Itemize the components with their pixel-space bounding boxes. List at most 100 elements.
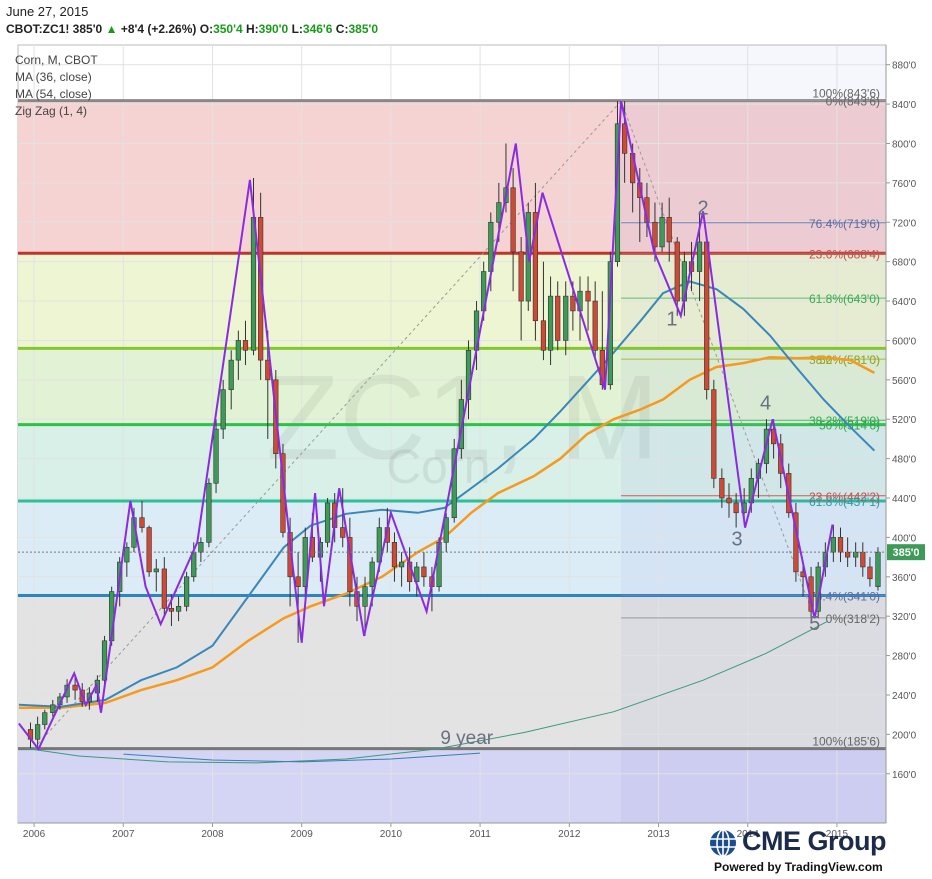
wave-label: 4 xyxy=(760,392,771,414)
candle-body xyxy=(391,542,398,568)
high-label: H: xyxy=(245,22,259,36)
candle-body xyxy=(532,212,539,322)
y-tick-label: 480'0 xyxy=(892,455,917,466)
x-tick-label: 2014 xyxy=(737,829,760,840)
candle-body xyxy=(206,482,212,543)
candle-body xyxy=(198,542,204,553)
fib-arc-main xyxy=(25,620,829,764)
fib-band-below xyxy=(18,748,886,823)
y-tick-label: 640'0 xyxy=(892,297,917,308)
close-label: C: xyxy=(335,22,349,36)
ma36-line xyxy=(18,280,876,708)
last-price-badge xyxy=(887,544,925,561)
candle-body xyxy=(228,359,234,390)
candle-body xyxy=(860,551,866,568)
legend-zigzag: Zig Zag (1, 4) xyxy=(15,104,88,118)
y-tick-label: 840'0 xyxy=(892,100,917,111)
candle-body xyxy=(830,537,836,553)
retracement-zone xyxy=(621,45,886,823)
y-tick-label: 600'0 xyxy=(892,336,917,347)
y-tick-label: 440'0 xyxy=(892,494,917,505)
x-tick-label: 2015 xyxy=(826,829,849,840)
candle-body xyxy=(719,478,725,499)
cme-branding: CME Group Powered by TradingView.com xyxy=(708,826,908,876)
candle-body xyxy=(220,389,226,430)
legend-series-name: Corn, M, CBOT xyxy=(15,53,98,67)
ma54-line xyxy=(18,355,875,710)
candle-body xyxy=(235,340,241,361)
x-tick-label: 2007 xyxy=(112,829,135,840)
candle-body xyxy=(496,202,502,223)
candle-body xyxy=(242,340,249,351)
candle-body xyxy=(50,704,56,714)
candle-body xyxy=(362,586,368,607)
candle-body xyxy=(250,217,257,351)
y-tick-label: 320'0 xyxy=(892,612,917,623)
candle-body xyxy=(369,561,375,587)
candle-body xyxy=(443,517,449,543)
price-change: +8'4 (+2.26%) xyxy=(120,22,197,36)
y-tick-label: 720'0 xyxy=(892,218,917,229)
wave-label: 2 xyxy=(698,197,709,219)
candle-body xyxy=(510,187,516,253)
fib-arc-secondary xyxy=(123,752,481,763)
candle-body xyxy=(518,251,524,302)
x-tick-label: 2013 xyxy=(647,829,670,840)
y-tick-label: 560'0 xyxy=(892,376,917,387)
y-tick-label: 800'0 xyxy=(892,139,917,150)
x-tick-label: 2009 xyxy=(291,829,314,840)
cme-logo-text: CME Group xyxy=(742,826,887,856)
fib-short-label: 23.6%(688'4) xyxy=(809,247,880,261)
low-label: L: xyxy=(291,22,303,36)
candle-body xyxy=(704,241,710,390)
candle-body xyxy=(555,295,561,341)
up-triangle-icon: ▲ xyxy=(105,22,118,36)
wave-label: 1 xyxy=(666,309,677,331)
last-price: 385'0 xyxy=(72,22,103,36)
y-tick-label: 760'0 xyxy=(892,179,917,190)
candle-body xyxy=(867,566,873,580)
fib-short-label: 76.4%(341'0) xyxy=(809,590,880,604)
close-value: 385'0 xyxy=(348,22,379,36)
wave-label: 5 xyxy=(809,613,820,635)
x-tick-label: 2006 xyxy=(23,829,46,840)
candle-body xyxy=(570,295,576,312)
candle-body xyxy=(837,537,844,553)
zigzag-line xyxy=(18,100,834,752)
candle-body xyxy=(540,320,547,351)
candle-body xyxy=(547,295,554,351)
candle-body xyxy=(161,568,167,609)
candle-body xyxy=(72,684,78,691)
candle-body xyxy=(585,290,591,302)
open-value: 350'4 xyxy=(213,22,243,36)
candle-body xyxy=(599,349,605,386)
candle-body xyxy=(696,241,703,272)
fib-long-label: 100%(185'6) xyxy=(812,735,880,749)
quote-line: CBOT:ZC1! 385'0 ▲ +8'4 (+2.26%) O:350'4 … xyxy=(6,22,378,36)
candle-body xyxy=(153,568,159,573)
fib-short-label: 76.4%(719'6) xyxy=(809,217,880,231)
y-tick-label: 160'0 xyxy=(892,770,917,781)
candle-body xyxy=(168,608,175,612)
candle-body xyxy=(139,517,145,528)
y-tick-label: 400'0 xyxy=(892,533,917,544)
x-tick-label: 2012 xyxy=(558,829,581,840)
symbol: CBOT:ZC1! xyxy=(6,22,70,36)
candle-body xyxy=(421,566,427,578)
candle-body xyxy=(175,606,182,612)
candle-body xyxy=(146,527,152,573)
legend-ma36: MA (36, close) xyxy=(15,70,92,84)
candle-body xyxy=(875,551,881,587)
candle-body xyxy=(733,502,739,514)
candle-body xyxy=(666,217,672,243)
candle-body xyxy=(35,724,41,740)
fib-short-label: 0%(843'6) xyxy=(826,95,880,109)
y-tick-label: 520'0 xyxy=(892,415,917,426)
candle-body xyxy=(853,551,859,558)
candle-body xyxy=(213,428,219,484)
last-price-label: 385'0 xyxy=(892,547,919,559)
candle-body xyxy=(592,300,598,351)
y-tick-label: 360'0 xyxy=(892,573,917,584)
cycle-annotation: 9 year xyxy=(440,728,493,749)
